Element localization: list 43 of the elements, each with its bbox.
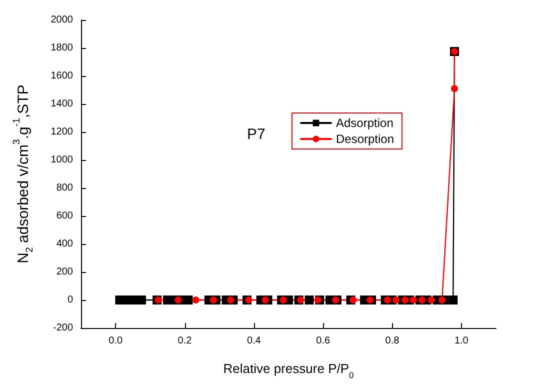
point: [192, 296, 200, 304]
annotation: P7: [247, 126, 266, 143]
x-tick-label: 0.4: [246, 336, 262, 346]
point: [174, 296, 182, 304]
point: [123, 296, 132, 304]
point: [428, 296, 435, 304]
point: [402, 296, 409, 304]
y-tick-label: 2000: [50, 14, 74, 26]
point: [384, 296, 391, 304]
point: [297, 296, 304, 304]
y-tick-label: 1000: [50, 154, 74, 166]
x-tick-label: 0.8: [385, 336, 400, 346]
x-tick-label: 0.0: [108, 336, 123, 346]
point: [304, 296, 314, 304]
x-tick-label: 0.6: [316, 336, 330, 346]
point: [418, 296, 426, 304]
point: [314, 296, 322, 304]
x-tick-label: 1.0: [454, 336, 469, 346]
point: [438, 296, 446, 304]
y-tick-label: 1600: [50, 70, 74, 82]
point: [210, 296, 217, 304]
point: [451, 85, 458, 92]
y-tick-label: 200: [56, 266, 74, 278]
point: [280, 296, 287, 304]
point: [262, 296, 269, 304]
y-tick-label: -200: [52, 322, 74, 334]
x-tick-label: 0.2: [178, 336, 192, 346]
y-tick-label: 0: [67, 294, 74, 306]
y-axis-title: N2 adsorbed v/cm3.g-1,STP: [12, 84, 36, 264]
y-tick-label: 1400: [50, 98, 74, 110]
point: [448, 296, 458, 304]
legend-label: Desorption: [336, 132, 394, 146]
y-tick-label: 600: [56, 210, 74, 222]
point: [245, 296, 252, 304]
y-tick-label: 800: [56, 182, 74, 194]
y-tick-label: 400: [56, 238, 74, 250]
legend-label: Adsorption: [336, 116, 394, 130]
point: [350, 296, 357, 304]
y-tick-label: 1200: [50, 126, 74, 138]
point: [410, 296, 417, 304]
point: [227, 296, 234, 304]
y-tick-label: 1800: [50, 42, 74, 54]
point: [392, 296, 400, 304]
